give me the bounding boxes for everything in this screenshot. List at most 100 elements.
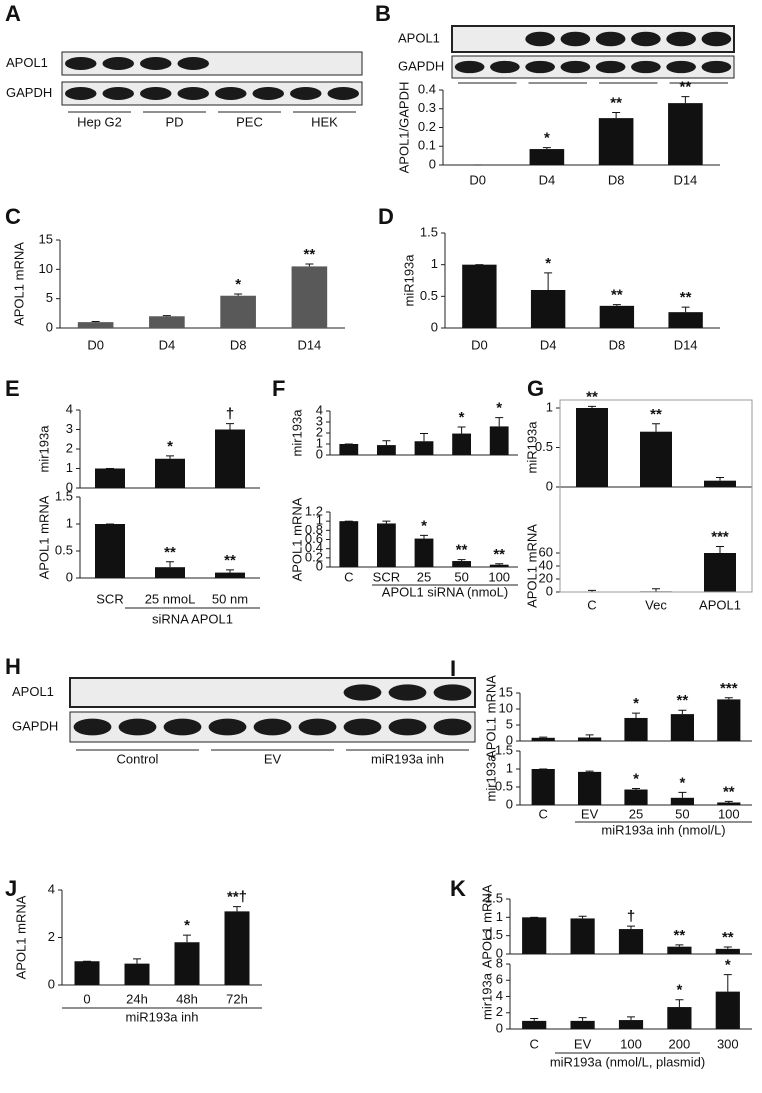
x-tick-label: C	[344, 569, 353, 584]
panel-letter: C	[5, 204, 21, 229]
y-tick-label: 5	[46, 290, 53, 305]
blot-band	[102, 57, 134, 70]
significance-mark: *	[459, 409, 465, 426]
significance-mark: *	[496, 400, 502, 417]
bar	[668, 312, 703, 328]
error-bar	[716, 546, 724, 553]
blot-band	[560, 60, 591, 74]
blot-band	[298, 718, 337, 736]
x-tick-label: 24h	[126, 991, 148, 1006]
blot-row-label: APOL1	[12, 684, 54, 699]
x-tick-label: 25 nmoL	[145, 591, 196, 606]
error-bar	[226, 569, 234, 573]
group-label: miR193a inh	[126, 1009, 199, 1024]
error-bar	[681, 96, 690, 104]
blot-band	[252, 87, 284, 100]
blot-band	[631, 31, 661, 47]
bar	[717, 699, 741, 741]
panel-letter: D	[378, 204, 394, 229]
significance-mark: **	[586, 388, 598, 405]
bar	[462, 264, 497, 328]
panel-letter: F	[272, 376, 285, 401]
y-tick-label: 4	[496, 988, 503, 1003]
x-tick-label: 25	[629, 806, 643, 821]
panel-letter: I	[450, 656, 456, 681]
group-label: HEK	[311, 114, 338, 129]
blot-band	[65, 87, 97, 100]
y-tick-label: 1.5	[420, 224, 438, 239]
significance-mark: **	[650, 406, 662, 423]
x-tick-label: 72h	[226, 991, 248, 1006]
blot-band	[327, 87, 359, 100]
y-tick-label: 0	[546, 478, 553, 493]
bar	[377, 523, 396, 567]
error-bar	[382, 520, 391, 524]
error-bar	[382, 440, 391, 446]
y-tick-label: 0.5	[485, 927, 503, 942]
bar	[489, 564, 509, 567]
significance-mark: *	[421, 517, 427, 534]
error-bar	[652, 588, 660, 592]
panel-letter: J	[5, 876, 17, 901]
bar	[668, 103, 703, 165]
y-axis-label: mir193a	[36, 425, 51, 473]
bar	[670, 714, 694, 741]
significance-mark: **	[224, 552, 236, 569]
x-tick-label: D14	[673, 172, 697, 187]
y-tick-label: 0	[48, 976, 55, 991]
x-tick-label: C	[530, 1036, 539, 1051]
bar	[155, 567, 185, 578]
blot-band	[595, 60, 626, 74]
y-tick-label: 10	[39, 261, 53, 276]
blot-row-label: APOL1	[6, 55, 48, 70]
y-tick-label: 5	[506, 716, 513, 731]
blot-band	[208, 718, 247, 736]
x-tick-label: D8	[609, 337, 626, 352]
error-bar	[585, 734, 594, 738]
y-axis-label: mir193a	[483, 754, 498, 802]
y-tick-label: 0	[66, 569, 73, 584]
x-tick-label: 0	[83, 991, 90, 1006]
bar	[452, 561, 471, 567]
x-tick-label: 200	[669, 1036, 691, 1051]
error-bar	[632, 712, 640, 718]
panel-letter: H	[5, 654, 21, 679]
significance-mark: *	[633, 770, 639, 787]
blot-row-label: GAPDH	[6, 85, 52, 100]
blot-band	[73, 718, 112, 736]
bar	[95, 524, 125, 578]
error-bar	[723, 946, 732, 949]
y-tick-label: 60	[539, 544, 553, 559]
y-tick-label: 15	[499, 684, 513, 699]
bar	[522, 1020, 547, 1029]
significance-mark: **	[610, 94, 622, 111]
bar	[220, 295, 256, 328]
y-axis-label: mir193a	[479, 972, 494, 1020]
blot-band	[631, 60, 661, 74]
y-tick-label: 0	[506, 796, 513, 811]
significance-mark: **	[164, 544, 176, 561]
error-bar	[166, 561, 174, 568]
bar	[149, 316, 185, 328]
error-bar	[544, 272, 553, 290]
error-bar	[632, 787, 640, 790]
blot-band	[525, 60, 555, 74]
error-bar	[420, 534, 428, 539]
y-tick-label: 1.5	[55, 488, 73, 503]
x-tick-label: 25	[417, 569, 431, 584]
error-bar	[457, 559, 466, 562]
significance-mark: **	[611, 287, 623, 304]
x-tick-label: D4	[159, 337, 176, 352]
error-bar	[133, 958, 141, 964]
bar	[174, 942, 200, 985]
error-bar	[166, 455, 174, 459]
blot-band	[388, 718, 427, 736]
blot-band	[177, 87, 209, 100]
error-bar	[585, 770, 594, 772]
x-tick-label: SCR	[96, 591, 123, 606]
blot-band	[102, 87, 134, 100]
significance-mark: **	[304, 246, 316, 263]
x-tick-label: SCR	[373, 569, 400, 584]
bar	[624, 789, 648, 805]
